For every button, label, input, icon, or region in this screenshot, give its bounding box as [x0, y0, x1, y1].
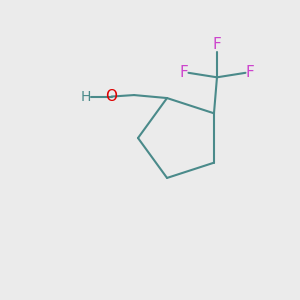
Text: H: H	[81, 90, 91, 104]
Text: F: F	[180, 65, 188, 80]
Text: F: F	[245, 65, 254, 80]
Text: F: F	[213, 37, 221, 52]
Text: O: O	[106, 89, 118, 104]
